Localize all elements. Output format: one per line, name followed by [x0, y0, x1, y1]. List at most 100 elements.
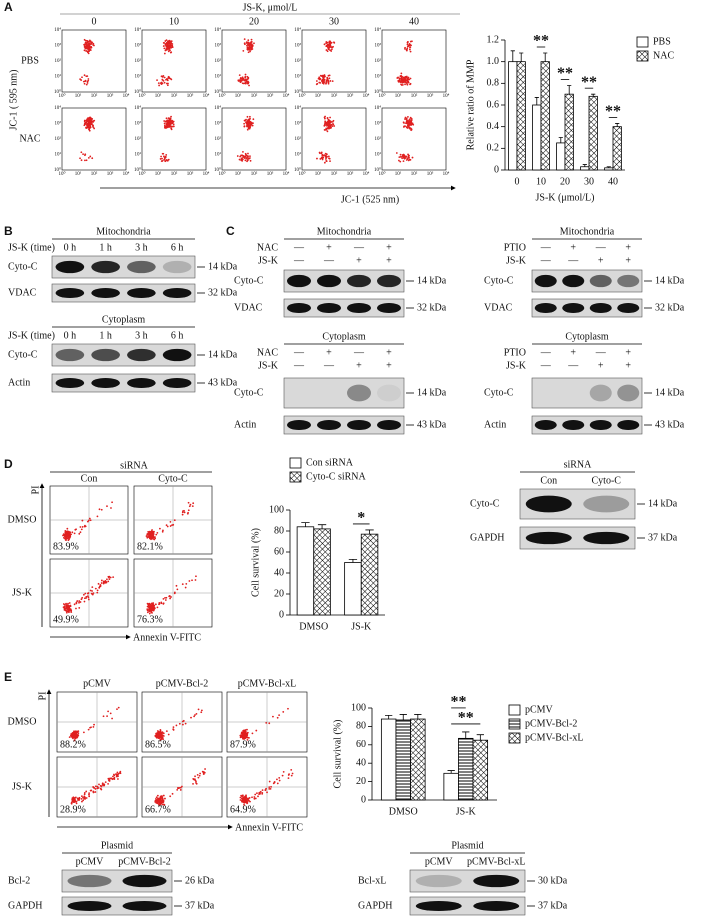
- flow-dot: [240, 795, 243, 798]
- flow-dot: [146, 536, 149, 539]
- flow-dot: [325, 49, 328, 51]
- flow-dot: [166, 77, 168, 80]
- flow-dot: [94, 788, 97, 790]
- band: [162, 260, 192, 274]
- flow-dot: [112, 775, 114, 778]
- size-label: 43 kDa: [655, 419, 685, 430]
- flow-dot: [333, 41, 335, 44]
- legend-swatch: [636, 50, 649, 62]
- flow-dot: [169, 45, 172, 48]
- flow-dot: [407, 119, 409, 122]
- flow-dot: [333, 125, 336, 127]
- band: [287, 419, 311, 431]
- flow-dot: [85, 45, 87, 47]
- flow-dot: [85, 39, 88, 42]
- flow-dot: [96, 589, 99, 592]
- flow-dot: [64, 529, 67, 532]
- flow-dot: [113, 776, 116, 779]
- flow-dot: [396, 77, 399, 79]
- treatment-label: PTIO: [504, 242, 526, 253]
- flow-dot: [80, 151, 83, 154]
- flow-dot: [409, 50, 412, 53]
- sign: +: [356, 360, 362, 371]
- blot: [531, 298, 643, 318]
- flow-tick-label: 10³: [347, 171, 354, 177]
- sign: —: [595, 347, 607, 358]
- flow-title: siRNA: [120, 460, 149, 471]
- flow-dot: [117, 706, 120, 709]
- flow-dot: [244, 736, 247, 739]
- flow-dot: [166, 119, 169, 122]
- flow-dot: [248, 157, 251, 160]
- flow-dot: [170, 122, 173, 125]
- flow-dot: [93, 787, 96, 789]
- band: [287, 302, 311, 314]
- flow-dot: [330, 123, 333, 126]
- y-tick-label: 0.6: [487, 99, 500, 110]
- flow-dot: [251, 124, 254, 127]
- flow-dot: [146, 533, 149, 536]
- flow-dot: [165, 123, 168, 125]
- band-label: VDAC: [234, 302, 263, 313]
- legend-label: pCMV-Bcl-2: [525, 718, 577, 729]
- lane-label: 6 h: [171, 330, 184, 341]
- flow-tick-label: 10²: [91, 171, 98, 177]
- flow-dot: [191, 505, 194, 507]
- x-tick-label: 20: [560, 176, 570, 187]
- band: [562, 419, 585, 431]
- flow-dot: [160, 83, 163, 86]
- treatment-label: JS-K (time): [8, 242, 55, 253]
- flow-tick-label: 10³: [215, 121, 222, 127]
- flow-dot: [404, 118, 406, 120]
- flow-dot: [327, 43, 330, 46]
- flow-dot: [77, 730, 80, 733]
- flow-dot: [407, 81, 410, 84]
- flow-tick-label: 10¹: [215, 152, 222, 158]
- flow-dot: [161, 79, 164, 81]
- treatment-label: JS-K: [506, 360, 527, 371]
- significance-label: **: [533, 33, 549, 50]
- flow-tick-label: 10³: [135, 121, 142, 127]
- flow-dot: [65, 539, 68, 541]
- flow-dot: [242, 82, 245, 85]
- flow-dot: [247, 80, 249, 83]
- flow-tick-label: 10²: [135, 136, 142, 142]
- flow-dot: [287, 777, 290, 780]
- flow-dot: [72, 733, 75, 736]
- flow-dot: [187, 511, 189, 514]
- band: [525, 495, 572, 513]
- flow-dot: [159, 799, 161, 802]
- flow-tick-label: 10²: [411, 171, 418, 177]
- blot: [51, 283, 196, 303]
- flow-tick-label: 10⁰: [374, 167, 381, 173]
- flow-dot: [88, 793, 90, 796]
- flow-dot: [403, 80, 406, 82]
- band-label: Actin: [484, 419, 506, 430]
- flow-dot: [323, 43, 326, 46]
- flow-dot: [162, 735, 165, 737]
- flow-plot: [301, 29, 367, 93]
- flow-title: JS-K, μmol/L: [243, 2, 298, 13]
- flow-dot: [70, 611, 73, 614]
- flow-dot: [332, 119, 335, 122]
- flow-dot: [92, 592, 95, 595]
- flow-dot: [243, 42, 246, 45]
- flow-dot: [87, 79, 90, 82]
- flow-dot: [96, 591, 99, 594]
- flow-dot: [246, 44, 248, 47]
- flow-dot: [326, 50, 329, 53]
- flow-dot: [158, 603, 160, 606]
- flow-dot: [411, 156, 414, 159]
- percent-label: 28.9%: [60, 804, 86, 815]
- flow-dot: [325, 153, 328, 156]
- x-tick-label: JS-K: [351, 621, 372, 632]
- flow-dot: [89, 155, 92, 158]
- flow-dot: [159, 729, 162, 732]
- flow-dot: [404, 125, 406, 128]
- flow-dot: [160, 734, 163, 737]
- flow-dot: [149, 537, 152, 540]
- flow-dot: [157, 734, 160, 737]
- flow-tick-label: 10⁰: [294, 167, 301, 173]
- blot: [531, 269, 643, 293]
